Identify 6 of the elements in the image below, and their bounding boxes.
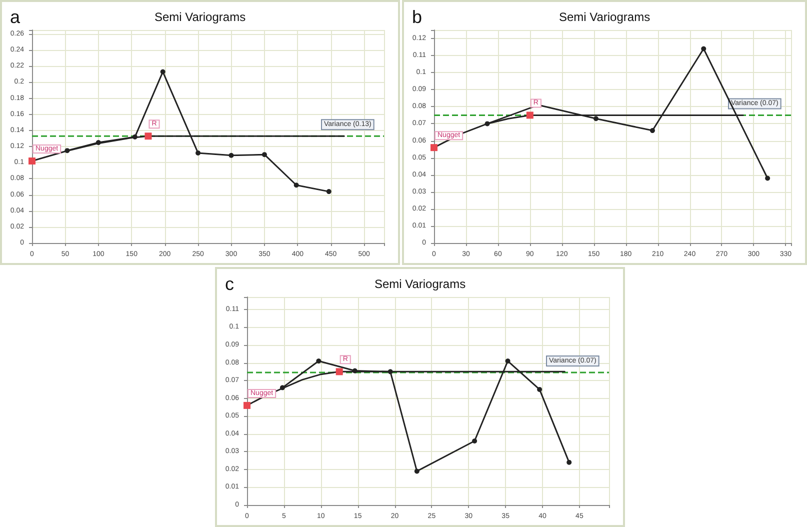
chart-title: Semi Variograms bbox=[154, 10, 246, 24]
text: b bbox=[412, 7, 422, 27]
text: c bbox=[225, 274, 234, 294]
text: a bbox=[10, 7, 21, 27]
chart-title: Semi Variograms bbox=[558, 10, 650, 24]
chart-title: Semi Variograms bbox=[374, 277, 466, 291]
